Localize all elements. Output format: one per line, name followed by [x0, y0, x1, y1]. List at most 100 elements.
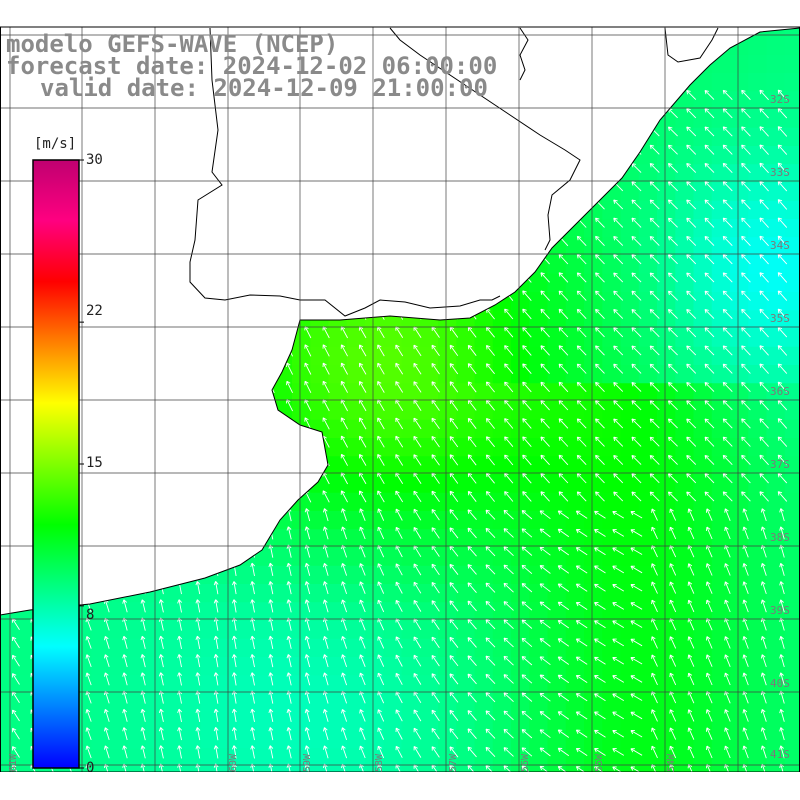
- wind-arrow: [575, 638, 588, 647]
- wind-arrow: [594, 583, 606, 592]
- wind-arrow: [286, 654, 292, 668]
- wind-arrow: [395, 344, 404, 357]
- field-cell: [584, 602, 603, 622]
- wind-arrow: [777, 472, 788, 484]
- field-cell: [474, 419, 494, 439]
- wind-arrow: [122, 635, 128, 649]
- wind-arrow: [467, 600, 477, 612]
- field-cell: [273, 748, 293, 768]
- wind-arrow: [431, 527, 440, 539]
- wind-arrow: [539, 601, 551, 611]
- wind-arrow: [503, 619, 514, 630]
- field-cell: [784, 182, 800, 202]
- field-cell: [310, 584, 330, 603]
- field-cell: [328, 328, 348, 348]
- field-cell: [638, 602, 658, 622]
- wind-arrow: [687, 709, 695, 722]
- wind-arrow: [651, 563, 658, 576]
- field-cell: [711, 182, 731, 202]
- field-cell: [620, 292, 640, 311]
- field-cell: [565, 602, 585, 622]
- field-cell: [237, 565, 257, 585]
- wind-arrow: [103, 708, 110, 722]
- field-cell: [219, 693, 238, 713]
- wind-arrow: [724, 636, 731, 649]
- wind-arrow: [594, 529, 606, 537]
- wind-arrow: [103, 672, 110, 686]
- field-cell: [693, 511, 713, 530]
- field-cell: [456, 438, 476, 457]
- wind-arrow: [195, 617, 201, 631]
- field-cell: [711, 91, 731, 111]
- field-cell: [730, 54, 749, 74]
- field-cell: [529, 748, 549, 768]
- wind-arrow: [268, 654, 274, 668]
- field-cell: [200, 602, 220, 622]
- wind-arrow: [413, 454, 422, 466]
- wind-arrow: [651, 581, 658, 594]
- wind-arrow: [250, 599, 256, 613]
- wind-arrow: [449, 673, 459, 685]
- field-cell: [511, 328, 530, 348]
- wind-arrow: [522, 290, 532, 301]
- wind-arrow: [557, 711, 570, 720]
- field-cell: [657, 748, 676, 768]
- field-cell: [292, 730, 311, 749]
- field-cell: [328, 675, 348, 695]
- wind-arrow: [557, 693, 570, 702]
- wind-arrow: [213, 745, 219, 759]
- wind-arrow: [759, 418, 769, 429]
- field-cell: [693, 675, 713, 695]
- field-cell: [711, 584, 731, 603]
- wind-arrow: [304, 727, 311, 741]
- wind-arrow: [779, 654, 785, 668]
- wind-arrow: [158, 672, 164, 686]
- wind-arrow: [467, 509, 477, 520]
- field-cell: [711, 638, 731, 658]
- wind-arrow: [594, 620, 606, 629]
- field-cell: [675, 657, 695, 676]
- wind-arrow: [631, 400, 642, 411]
- field-cell: [784, 200, 800, 220]
- wind-arrow: [759, 162, 769, 174]
- wind-arrow: [576, 363, 587, 374]
- field-cell: [766, 438, 786, 457]
- wind-arrow: [557, 510, 570, 519]
- field-cell: [602, 547, 622, 567]
- wind-arrow: [557, 747, 570, 757]
- field-cell: [675, 146, 695, 165]
- wind-arrow: [575, 711, 588, 720]
- field-cell: [401, 511, 421, 530]
- wind-arrow: [140, 708, 146, 722]
- field-cell: [784, 127, 800, 147]
- wind-arrow: [777, 199, 788, 210]
- field-cell: [565, 401, 585, 421]
- field-cell: [784, 657, 800, 676]
- wind-arrow: [722, 162, 733, 174]
- field-cell: [638, 638, 658, 658]
- field-cell: [730, 401, 749, 421]
- wind-arrow: [304, 581, 311, 595]
- wind-arrow: [503, 637, 514, 648]
- field-cell: [784, 438, 800, 457]
- wind-arrow: [286, 599, 292, 613]
- field-cell: [146, 602, 165, 622]
- wind-arrow: [575, 601, 588, 610]
- field-cell: [474, 511, 494, 530]
- field-cell: [456, 511, 476, 530]
- wind-arrow: [741, 436, 751, 447]
- wind-arrow: [687, 581, 695, 594]
- wind-arrow: [503, 747, 514, 757]
- wind-arrow: [304, 544, 311, 558]
- field-cell: [784, 383, 800, 403]
- wind-arrow: [467, 527, 477, 539]
- field-cell: [547, 547, 567, 567]
- field-cell: [255, 693, 275, 713]
- field-cell: [492, 492, 512, 512]
- field-cell: [784, 511, 800, 530]
- wind-arrow: [613, 235, 624, 246]
- field-cell: [711, 146, 731, 165]
- wind-arrow: [231, 708, 237, 722]
- field-cell: [438, 383, 457, 403]
- wind-arrow: [286, 708, 292, 722]
